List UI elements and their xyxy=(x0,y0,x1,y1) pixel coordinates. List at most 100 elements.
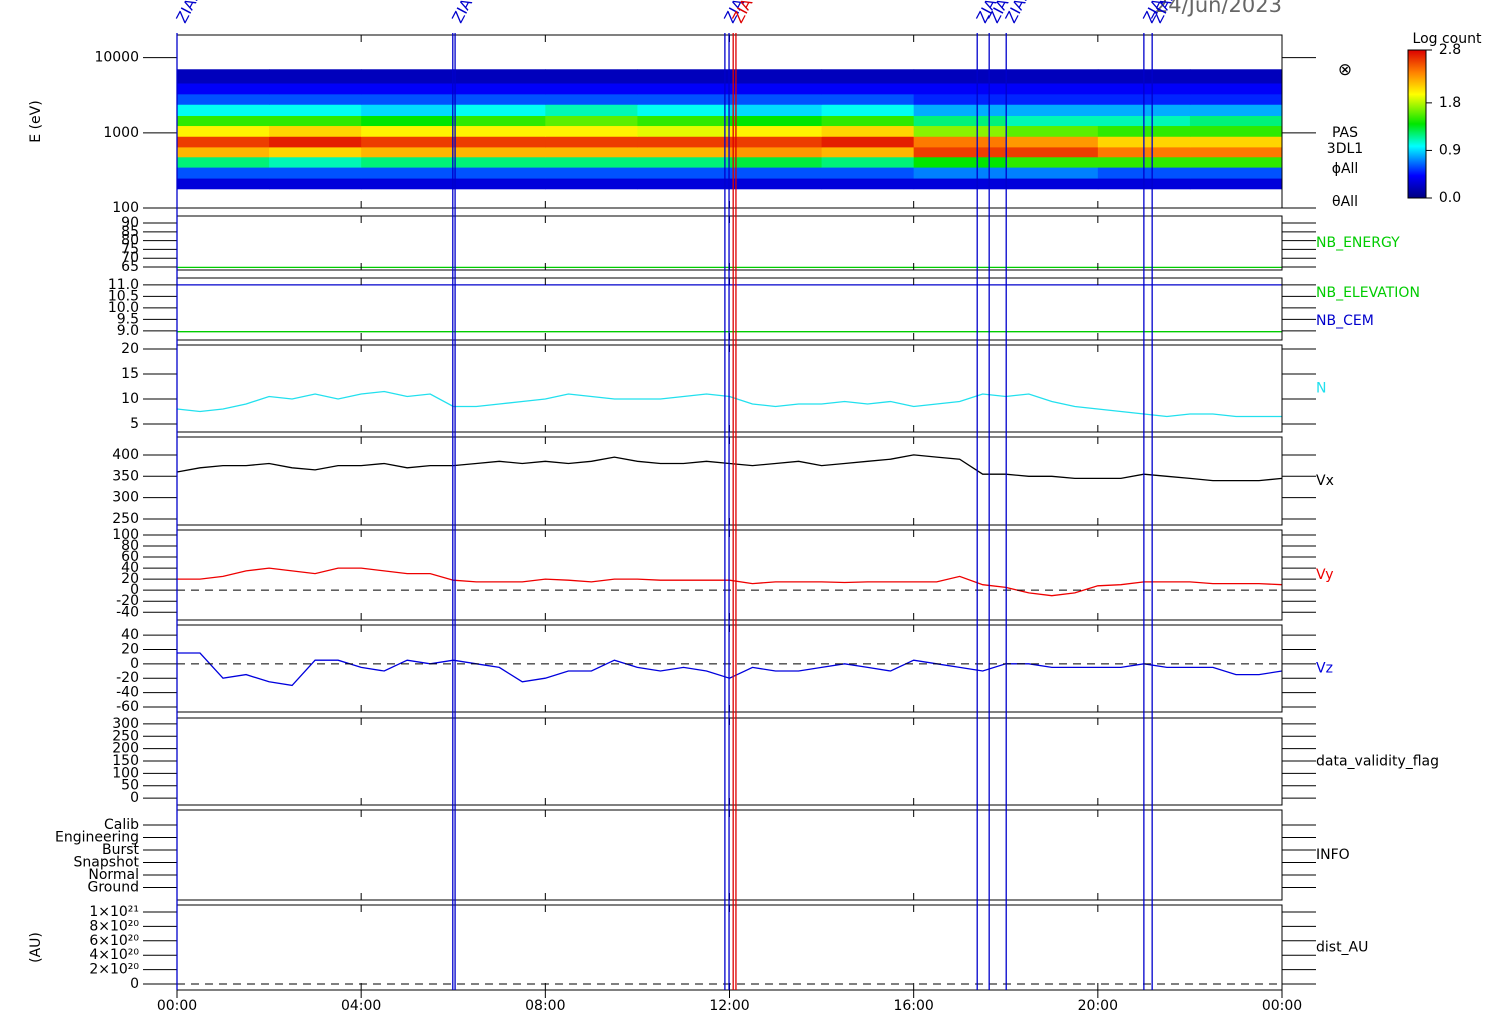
heatmap-cell xyxy=(545,156,638,168)
heatmap-cell xyxy=(361,82,454,95)
heatmap-cell xyxy=(1189,156,1283,168)
y-tick-label: 15 xyxy=(121,366,139,382)
heatmap-cell xyxy=(1005,136,1099,148)
heatmap-cell xyxy=(361,115,454,127)
heatmap-cell xyxy=(729,69,823,84)
heatmap-cell xyxy=(1005,93,1099,105)
heatmap-cell xyxy=(361,69,454,84)
panel-label: PAS xyxy=(1332,125,1358,141)
x-tick-label: 12:00 xyxy=(709,998,749,1014)
heatmap-cell xyxy=(545,115,638,127)
heatmap-cell xyxy=(361,167,454,179)
heatmap-cell xyxy=(361,178,454,190)
heatmap-cell xyxy=(729,104,823,116)
y-tick-label: 90 xyxy=(121,215,139,231)
y-tick-label: 80 xyxy=(121,538,139,554)
heatmap-cell xyxy=(1005,125,1099,137)
y-tick-label: 10 xyxy=(121,391,139,407)
heatmap-cell xyxy=(729,136,823,148)
heatmap-cell xyxy=(453,104,546,116)
heatmap-cell xyxy=(269,104,362,116)
heatmap-cell xyxy=(269,178,362,190)
heatmap-cell xyxy=(1005,82,1099,95)
heatmap-cell xyxy=(1005,69,1099,84)
colorbar-title: Log count xyxy=(1413,31,1482,47)
heatmap-cell xyxy=(729,115,823,127)
heatmap-cell xyxy=(913,115,1007,127)
heatmap-cell xyxy=(821,146,915,158)
heatmap-cell xyxy=(177,167,270,179)
series-label: Vx xyxy=(1316,473,1334,489)
heatmap-cell xyxy=(637,69,730,84)
y-tick-label: 50 xyxy=(121,778,139,794)
heatmap-cell xyxy=(1189,167,1283,179)
series-label: Vz xyxy=(1316,661,1333,677)
heatmap-cell xyxy=(637,136,730,148)
y-tick-label: 4×10²⁰ xyxy=(89,947,139,963)
y-tick-label: 300 xyxy=(112,716,139,732)
y-tick-label: 10.5 xyxy=(108,288,139,304)
y-tick-label: 250 xyxy=(112,728,139,744)
y-tick-label: 40 xyxy=(121,627,139,643)
y-tick-label: 9.5 xyxy=(117,311,139,327)
y-axis-label: E (eV) xyxy=(28,100,44,142)
heatmap-cell xyxy=(913,104,1007,116)
heatmap-cell xyxy=(1189,69,1283,84)
heatmap-cell xyxy=(729,125,823,137)
heatmap-cell xyxy=(821,115,915,127)
heatmap-cell xyxy=(545,167,638,179)
heatmap-cell xyxy=(453,93,546,105)
heatmap-cell xyxy=(453,69,546,84)
x-tick-label: 16:00 xyxy=(893,998,933,1014)
heatmap-cell xyxy=(545,93,638,105)
y-tick-label: 80 xyxy=(121,233,139,249)
y-tick-label: 75 xyxy=(121,241,139,257)
y-axis-label: (AU) xyxy=(28,932,44,963)
heatmap-cell xyxy=(821,136,915,148)
heatmap-cell xyxy=(177,93,270,105)
y-tick-label: Snapshot xyxy=(74,855,140,871)
colorbar-tick-label: 1.8 xyxy=(1439,95,1461,111)
y-tick-label: 0 xyxy=(130,582,139,598)
series-label: NB_ELEVATION xyxy=(1316,285,1420,301)
heatmap-cell xyxy=(913,136,1007,148)
y-tick-label: 1000 xyxy=(103,125,139,141)
x-tick-label: 08:00 xyxy=(525,998,565,1014)
y-tick-label: 100 xyxy=(112,765,139,781)
heatmap-cell xyxy=(637,82,730,95)
heatmap-cell xyxy=(913,146,1007,158)
heatmap-cell xyxy=(177,156,270,168)
heatmap-cell xyxy=(177,136,270,148)
heatmap-cell xyxy=(269,156,362,168)
heatmap-cell xyxy=(821,82,915,95)
y-tick-label: Calib xyxy=(104,817,139,833)
heatmap-cell xyxy=(1189,82,1283,95)
colorbar xyxy=(1407,49,1427,199)
series-label: NB_CEM xyxy=(1316,313,1374,329)
heatmap-cell xyxy=(177,146,270,158)
heatmap-cell xyxy=(1189,146,1283,158)
y-tick-label: 20 xyxy=(121,341,139,357)
colorbar-tick-label: 0.9 xyxy=(1439,142,1461,158)
heatmap-cell xyxy=(1189,93,1283,105)
y-tick-label: 150 xyxy=(112,753,139,769)
heatmap-cell xyxy=(1189,125,1283,137)
heatmap-cell xyxy=(545,69,638,84)
heatmap-cell xyxy=(177,104,270,116)
heatmap-cell xyxy=(361,104,454,116)
heatmap-cell xyxy=(269,69,362,84)
y-tick-label: 300 xyxy=(112,490,139,506)
y-tick-label: 65 xyxy=(121,259,139,275)
heatmap-cell xyxy=(913,69,1007,84)
panel-label: 3DL1 xyxy=(1327,141,1363,157)
y-tick-label: 40 xyxy=(121,560,139,576)
heatmap-cell xyxy=(361,125,454,137)
heatmap-cell xyxy=(729,146,823,158)
y-tick-label: 5 xyxy=(130,416,139,432)
heatmap-cell xyxy=(637,178,730,190)
heatmap-cell xyxy=(821,178,915,190)
y-tick-label: 85 xyxy=(121,224,139,240)
y-tick-label: Engineering xyxy=(55,830,139,846)
heatmap-cell xyxy=(177,125,270,137)
heatmap-cell xyxy=(1189,104,1283,116)
